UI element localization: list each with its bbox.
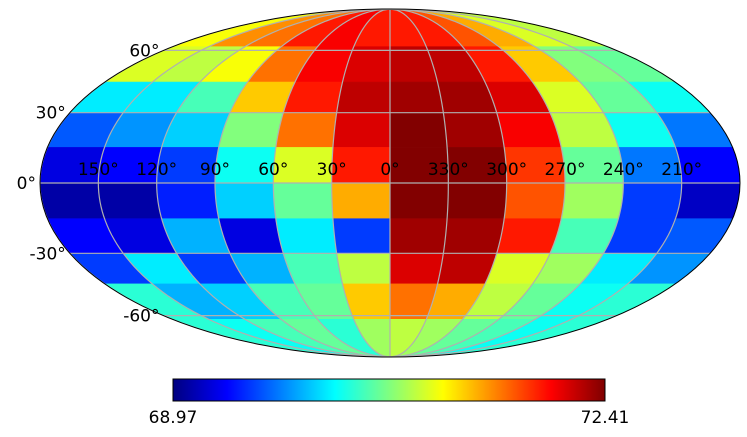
colorbar-max-label: 72.41: [581, 408, 630, 428]
heatmap-cell: [496, 112, 562, 148]
heatmap-cell: [389, 218, 448, 254]
longitude-tick-label: 150°: [78, 160, 119, 180]
heatmap-cell: [560, 182, 624, 219]
longitude-tick-labels: 150° 120° 90° 60° 30° 0° 330° 300° 270° 240° 210°: [78, 160, 702, 180]
longitude-tick-label: 120°: [136, 160, 177, 180]
heatmap-cell: [446, 182, 507, 219]
longitude-tick-label: 300°: [486, 160, 527, 180]
heatmap-cell: [332, 218, 391, 254]
map-outline: [39, 8, 741, 358]
colorbar: 68.97 72.41: [149, 378, 630, 428]
heatmap-cell: [389, 112, 448, 148]
heatmap-cell: [336, 252, 391, 285]
heatmap-cell: [675, 182, 740, 219]
heatmap-cell: [275, 218, 337, 254]
heatmap-cell: [389, 81, 444, 114]
colorbar-gradient: [172, 378, 606, 402]
heatmap-cell: [40, 182, 105, 219]
heatmap-cell: [332, 112, 391, 148]
heatmap-cell: [273, 182, 334, 219]
heatmap-cell: [218, 112, 284, 148]
longitude-tick-label: 90°: [200, 160, 230, 180]
heatmap-cell: [218, 218, 284, 254]
longitude-tick-label: 210°: [661, 160, 702, 180]
heatmap-cells: [40, 9, 740, 357]
heatmap-cell: [618, 182, 682, 219]
longitude-tick-label: 330°: [428, 160, 469, 180]
latitude-tick-labels: 60° 30° 0° -30° -60°: [17, 41, 160, 326]
heatmap-cell: [389, 182, 449, 219]
heatmap-cell: [389, 252, 444, 285]
heatmap-cell: [331, 182, 391, 219]
latitude-tick-label: 60°: [129, 41, 159, 61]
heatmap-cell: [214, 182, 277, 219]
latitude-tick-label: 30°: [36, 104, 66, 124]
longitude-tick-label: 270°: [545, 160, 586, 180]
heatmap-cell: [98, 182, 162, 219]
heatmap-cell: [156, 182, 220, 219]
heatmap-cell: [496, 218, 562, 254]
longitude-tick-label: 240°: [603, 160, 644, 180]
colorbar-min-label: 68.97: [149, 408, 198, 428]
latitude-tick-label: -30°: [30, 244, 66, 264]
heatmap-cell: [443, 112, 505, 148]
latitude-tick-label: 0°: [17, 174, 36, 194]
heatmap-cell: [443, 218, 505, 254]
heatmap-cell: [503, 182, 566, 219]
latitude-tick-label: -60°: [123, 307, 159, 327]
heatmap-cell: [275, 112, 337, 148]
longitude-tick-label: 60°: [258, 160, 288, 180]
longitude-tick-label: 0°: [380, 160, 399, 180]
longitude-tick-label: 30°: [317, 160, 347, 180]
heatmap-cell: [336, 81, 391, 114]
